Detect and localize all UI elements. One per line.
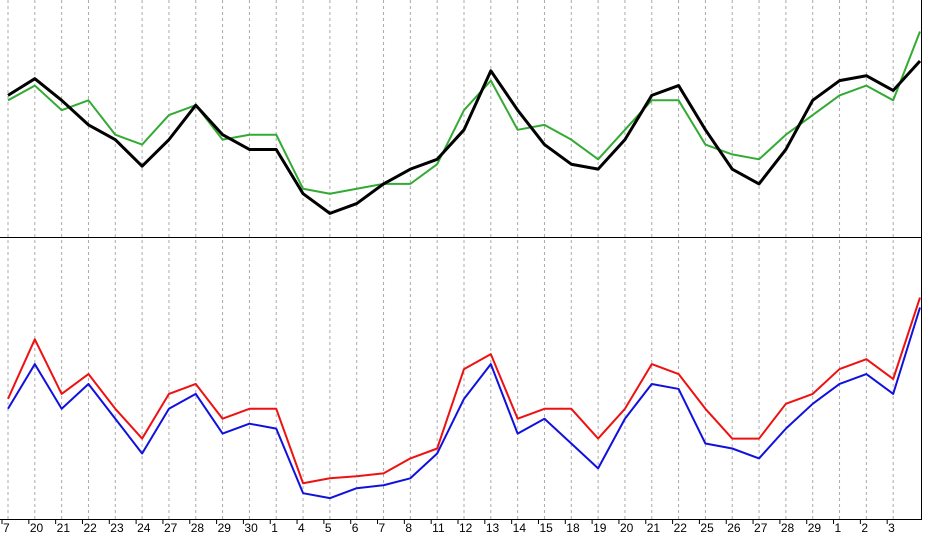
x-tick-label: 27 xyxy=(164,521,178,535)
x-tick-label: 7 xyxy=(3,521,10,535)
x-tick-label: 1 xyxy=(271,521,278,535)
x-tick-label: 3 xyxy=(888,521,895,535)
x-tick-label: 21 xyxy=(647,521,661,535)
x-tick-label: 26 xyxy=(727,521,741,535)
x-tick-label: 5 xyxy=(325,521,332,535)
x-tick-label: 13 xyxy=(486,521,500,535)
x-tick-label: 21 xyxy=(57,521,71,535)
x-tick-label: 12 xyxy=(459,521,473,535)
x-tick-label: 15 xyxy=(539,521,553,535)
x-tick-label: 19 xyxy=(593,521,607,535)
x-tick-label: 30 xyxy=(244,521,258,535)
series-line xyxy=(7,297,921,485)
x-tick-label: 1 xyxy=(835,521,842,535)
series-line xyxy=(7,307,921,500)
x-tick-label: 23 xyxy=(110,521,124,535)
x-tick-label: 29 xyxy=(808,521,822,535)
x-tick-label: 6 xyxy=(352,521,359,535)
x-tick-label: 20 xyxy=(30,521,44,535)
x-tick-label: 25 xyxy=(700,521,714,535)
x-tick-label: 4 xyxy=(298,521,305,535)
series-line xyxy=(7,31,921,195)
x-tick-label: 29 xyxy=(218,521,232,535)
x-tick-label: 22 xyxy=(83,521,97,535)
x-tick-label: 28 xyxy=(781,521,795,535)
x-tick-label: 11 xyxy=(432,521,445,535)
x-tick-label: 8 xyxy=(405,521,412,535)
x-tick-label: 7 xyxy=(379,521,386,535)
x-tick-label: 22 xyxy=(674,521,688,535)
x-tick-label: 14 xyxy=(513,521,527,535)
x-tick-label: 18 xyxy=(566,521,580,535)
x-tick-label: 27 xyxy=(754,521,768,535)
x-tick-label: 20 xyxy=(620,521,634,535)
series-line xyxy=(7,59,922,215)
x-tick-label: 2 xyxy=(861,521,868,535)
x-tick-label: 24 xyxy=(137,521,151,535)
x-tick-label: 28 xyxy=(191,521,205,535)
